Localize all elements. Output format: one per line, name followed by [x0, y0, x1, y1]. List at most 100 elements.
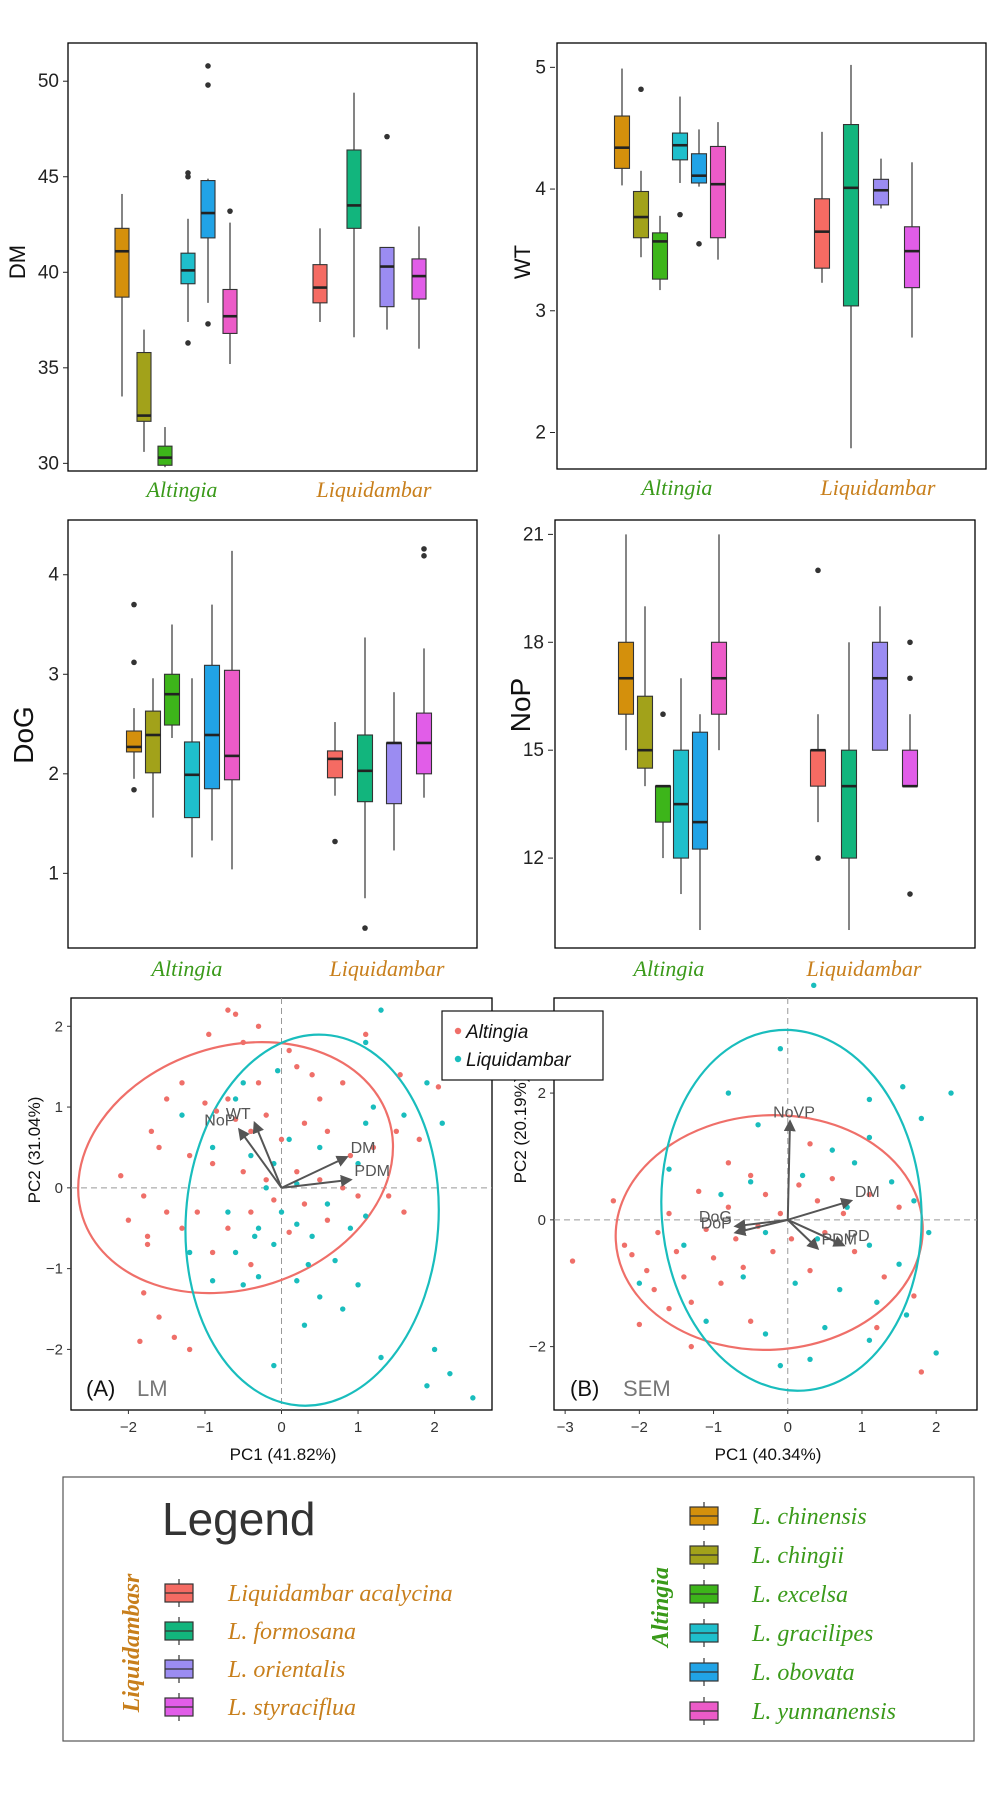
nop-ytick-label-15: 15	[523, 740, 544, 761]
pca-sem-liquidambar-point-32	[926, 1229, 932, 1236]
dog-l-formosana-outlier-0	[362, 925, 368, 931]
pca-lm-liquidambar-point-42	[340, 1306, 346, 1312]
pca-lm-liquidambar-point-20	[278, 1209, 285, 1215]
pca-sem-guides	[554, 998, 977, 1410]
pca-sem-dop-vector	[733, 1218, 789, 1237]
legend-left-l-orientalis-label: L. orientalis	[227, 1657, 345, 1683]
dm-l-gracilipes-outlier-1	[185, 173, 191, 180]
dog-l-formosana-box	[356, 734, 374, 803]
pca-sem-altingia-point-7	[666, 1210, 672, 1217]
nop-l-obovata-box	[691, 731, 709, 850]
pca-sem-altingia-point-32	[881, 1274, 887, 1280]
wt-ytick-label-2: 2	[535, 422, 546, 443]
pca-legend-liquidambar-label: Liquidambar	[466, 1050, 571, 1071]
nop-l-styraciflua-outlier-0	[907, 639, 913, 646]
pca-sem-altingia-point-13	[710, 1255, 717, 1261]
pca-lm-altingia-point-7	[309, 1072, 315, 1078]
dm-x-label-altingia: Altingia	[145, 477, 218, 502]
dog-x-label-liquidambar: Liquidambar	[329, 956, 445, 981]
nop-y-axis-label: NoP	[505, 678, 536, 732]
dm-l-orientalis-outlier-0	[384, 133, 390, 140]
wt-l-chingii-box	[632, 190, 650, 239]
pca-lm-wt-label: WT	[226, 1106, 251, 1123]
pca-sem-xtick-label-1: 1	[858, 1419, 866, 1436]
species-legend-frame	[62, 1476, 975, 1742]
pca-lm-liquidambar-point-12	[209, 1278, 216, 1284]
pca-lm-guides	[71, 998, 492, 1410]
pca-sem-altingia-point-21	[770, 1248, 776, 1255]
pca-lm-altingia-point-21	[347, 1152, 354, 1159]
pca-lm-altingia-point-23	[393, 1128, 400, 1134]
nop-liquidambar-acalycina-outlier-0	[815, 567, 821, 574]
pca-sem-liquidambar-point-15	[888, 1179, 895, 1185]
wt-boxplot-panel: 2 3 4 5 WT Altingia Liquidambar	[510, 42, 987, 500]
pca-lm-liquidambar-point-22	[225, 1209, 231, 1215]
dm-y-ticks: 30 35 40 45 50	[38, 71, 68, 474]
species-legend-title: Legend	[162, 1493, 316, 1545]
pca-sem-altingia-point-23	[788, 1236, 795, 1242]
nop-x-label-liquidambar: Liquidambar	[806, 956, 922, 981]
dm-l-styraciflua-box	[411, 258, 427, 300]
pca-sem-altingia-point-37	[688, 1343, 694, 1350]
pca-lm-altingia-point-58	[286, 1229, 292, 1235]
pca-sem-liquidambar-point-26	[703, 1318, 709, 1324]
pca-lm-liquidambar-point-14	[232, 1249, 239, 1256]
pca-lm-altingia-point-4	[255, 1023, 262, 1029]
pca-lm-points	[118, 1007, 476, 1401]
wt-l-excelsa-box	[651, 232, 669, 280]
pca-sem-altingia-point-4	[644, 1267, 650, 1274]
wt-plot-frame	[556, 42, 987, 470]
pca-lm-altingia-point-0	[225, 1007, 231, 1013]
dm-liquidambar-acalycina-box	[312, 264, 328, 304]
pca-lm-ytick-label--1: −1	[46, 1261, 63, 1278]
pca-lm-dm-vector	[281, 1155, 349, 1189]
wt-ytick-label-5: 5	[535, 57, 546, 78]
dm-l-yunnanensis-outlier-0	[227, 208, 233, 214]
wt-marks	[613, 64, 921, 449]
pca-lm-liquidambar-point-5	[378, 1354, 384, 1361]
pca-sem-altingia-point-30	[851, 1248, 858, 1255]
pca-lm-altingia-point-30	[209, 1160, 216, 1167]
pca-lm-altingia-point-2	[206, 1031, 212, 1038]
pca-lm-liquidambar-point-35	[363, 1039, 369, 1046]
legend-right-l-chingii-label: L. chingii	[751, 1543, 844, 1569]
pca-lm-altingia-point-54	[171, 1334, 178, 1340]
pca-sem-altingia-point-29	[840, 1210, 847, 1217]
pca-sem-liquidambar-point-35	[777, 1362, 784, 1369]
pca-sem-y-axis-label: PC2 (20.19%)	[511, 1077, 530, 1184]
dog-l-excelsa-box	[163, 673, 181, 726]
pca-sem-liquidambar-point-18	[814, 1236, 821, 1242]
pca-lm-altingia-point-50	[324, 1217, 331, 1223]
dm-l-obovata-outlier-0	[205, 63, 211, 69]
pca-sem-xtick-label--1: −1	[705, 1419, 722, 1436]
nop-l-excelsa-box	[654, 785, 672, 823]
pca-lm-liquidambar-point-21	[255, 1225, 262, 1231]
pca-sem-liquidambar-point-1	[777, 1046, 784, 1052]
pca-lm-altingia-point-37	[401, 1209, 407, 1215]
pca-sem-liquidambar-point-4	[900, 1084, 906, 1090]
dog-l-styraciflua-outlier-1	[421, 553, 427, 559]
pca-sem-liquidambar-point-7	[755, 1122, 761, 1128]
dm-l-yunnanensis-box	[222, 288, 238, 334]
pca-sem-liquidambar-point-29	[866, 1337, 873, 1343]
pca-sem-liquidambar-point-34	[844, 1204, 850, 1210]
dog-l-gracilipes-box	[183, 741, 201, 819]
pca-sem-liquidambar-point-8	[829, 1147, 835, 1153]
wt-l-obovata-outlier-0	[696, 241, 702, 247]
wt-l-styraciflua-box	[903, 226, 921, 289]
pca-lm-liquidambar-point-26	[248, 1152, 254, 1159]
nop-ytick-label-18: 18	[523, 632, 544, 653]
dm-boxplot-panel: 30 35 40 45 50 DM Altingia Liquidambar	[5, 42, 478, 502]
pca-sem-liquidambar-point-12	[747, 1179, 754, 1185]
dm-ytick-label-45: 45	[38, 167, 59, 188]
pca-sem-liquidambar-point-24	[874, 1299, 880, 1305]
pca-sem-altingia-point-28	[829, 1175, 835, 1182]
pca-sem-altingia-point-22	[777, 1210, 784, 1217]
pca-lm-xtick-label-0: 0	[277, 1419, 285, 1436]
nop-ytick-label-12: 12	[523, 848, 544, 869]
pca-lm-liquidambar-point-33	[439, 1120, 445, 1126]
pca-sem-liquidambar-point-27	[762, 1331, 769, 1337]
dm-l-excelsa-box	[157, 445, 173, 466]
pca-lm-altingia-point-40	[144, 1233, 151, 1240]
